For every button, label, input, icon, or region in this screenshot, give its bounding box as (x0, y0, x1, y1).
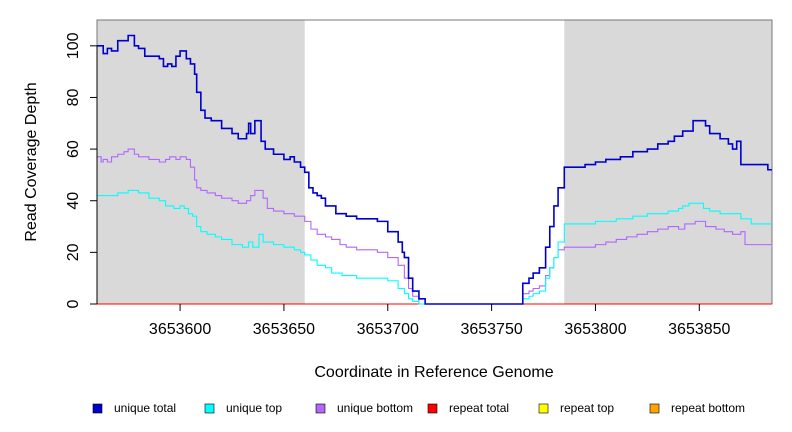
legend: unique total unique top unique bottom repea… (92, 401, 745, 415)
y-tick-label: 100 (65, 32, 82, 59)
legend-label: unique total (114, 401, 176, 415)
legend-swatch (204, 403, 215, 414)
legend-swatch (315, 403, 326, 414)
legend-swatch (427, 403, 438, 414)
series-layer (97, 34, 773, 305)
legend-label: repeat top (560, 401, 614, 415)
shaded-region-1 (97, 20, 305, 304)
legend-label: repeat total (449, 401, 509, 415)
legend-item-repeat-bottom: repeat bottom (649, 401, 745, 415)
legend-label: unique top (226, 401, 282, 415)
legend-swatch (92, 403, 103, 414)
x-axis: 3653600 3653650 3653700 3653750 3653800 36538… (149, 304, 731, 338)
x-tick-label: 3653850 (668, 321, 730, 338)
x-axis-label: Coordinate in Reference Genome (314, 364, 553, 381)
y-axis-label: Read Coverage Depth (23, 82, 40, 241)
x-tick-label: 3653600 (149, 321, 211, 338)
x-tick-label: 3653700 (357, 321, 419, 338)
legend-item-repeat-top: repeat top (538, 401, 614, 415)
y-axis: 0 20 40 60 80 100 (65, 32, 98, 308)
x-tick-label: 3653750 (460, 321, 522, 338)
legend-swatch (649, 403, 660, 414)
legend-label: unique bottom (337, 401, 413, 415)
legend-item-unique-top: unique top (204, 401, 282, 415)
y-tick-label: 40 (65, 192, 82, 210)
legend-swatch (538, 403, 549, 414)
y-tick-label: 20 (65, 243, 82, 261)
series-line-unique-top (97, 189, 772, 305)
legend-label: repeat bottom (671, 401, 745, 415)
legend-item-unique-total: unique total (92, 401, 176, 415)
x-tick-label: 3653800 (564, 321, 626, 338)
y-tick-label: 60 (65, 140, 82, 158)
legend-item-repeat-total: repeat total (427, 401, 509, 415)
legend-item-unique-bottom: unique bottom (315, 401, 413, 415)
series-line-unique-bottom (97, 148, 773, 305)
y-tick-label: 80 (65, 88, 82, 106)
series-line-unique-total (97, 34, 772, 305)
y-tick-label: 0 (65, 299, 82, 308)
x-tick-label: 3653650 (253, 321, 315, 338)
